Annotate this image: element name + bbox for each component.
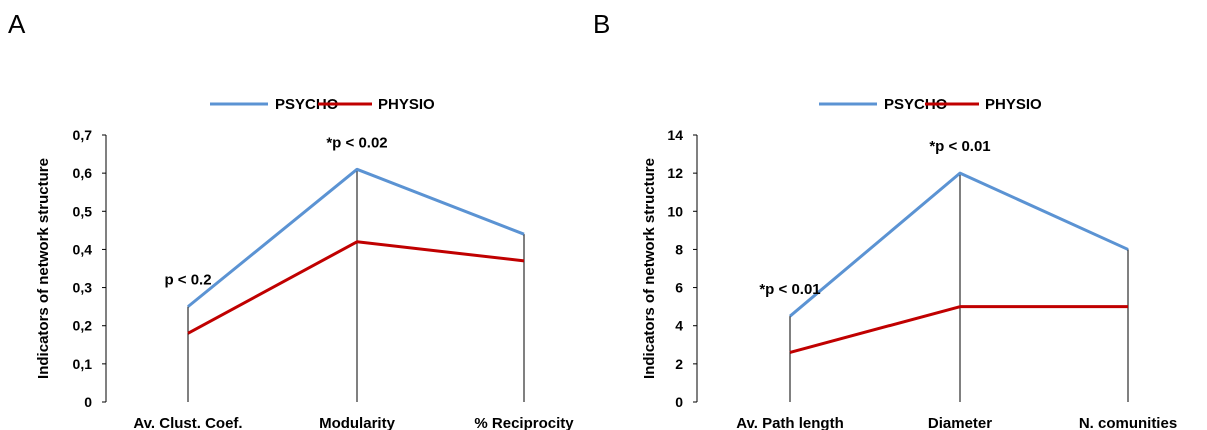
y-tick-label: 0 (84, 394, 92, 410)
chart-panel-b: B PSYCHO PHYSIO 0 2 4 6 8 10 12 14 Indicators of ne… (593, 0, 1207, 430)
y-tick-label: 2 (675, 356, 683, 372)
y-tick-label: 0,2 (73, 318, 93, 334)
panel-letter: B (593, 9, 610, 39)
legend-label-psycho: PSYCHO (884, 96, 948, 113)
significance-annotation: *p < 0.02 (326, 134, 387, 151)
legend-label-physio: PHYSIO (378, 96, 435, 113)
series-line-physio (789, 305, 1128, 354)
y-tick-label: 0,4 (73, 241, 93, 257)
legend-label-psycho: PSYCHO (275, 96, 339, 113)
y-tick-label: 12 (667, 165, 683, 181)
panel-letter: A (8, 9, 26, 39)
chart-svg: B PSYCHO PHYSIO 0 2 4 6 8 10 12 14 Indicators of ne… (593, 9, 1177, 430)
significance-annotation: p < 0.2 (164, 272, 211, 289)
y-tick-label: 10 (667, 203, 683, 219)
significance-annotation: *p < 0.01 (929, 138, 990, 155)
y-tick-label: 0,3 (73, 280, 93, 296)
y-tick-label: 0 (675, 394, 683, 410)
chart-panel-a: A PSYCHO PHYSIO 0 0,1 0,2 0,3 0,4 0,5 0,6 0,7 Indic… (0, 0, 603, 430)
y-tick-label: 0,7 (73, 127, 93, 143)
y-tick-label: 14 (667, 127, 683, 143)
y-tick-label: 6 (675, 280, 683, 296)
series-line-psycho (789, 171, 1129, 318)
y-axis-title: Indicators of network structure (35, 158, 52, 379)
y-axis-title: Indicators of network structure (641, 158, 658, 379)
category-label: % Reciprocity (474, 415, 574, 430)
category-label: Av. Clust. Coef. (133, 415, 242, 430)
significance-annotation: *p < 0.01 (759, 281, 820, 298)
series-line-psycho (187, 167, 525, 308)
category-label: Av. Path length (736, 415, 844, 430)
y-tick-label: 8 (675, 241, 683, 257)
chart-svg: A PSYCHO PHYSIO 0 0,1 0,2 0,3 0,4 0,5 0,6 0,7 Indic… (8, 9, 574, 430)
y-tick-label: 4 (675, 318, 683, 334)
y-tick-label: 0,1 (73, 356, 93, 372)
category-label: Modularity (319, 415, 395, 430)
category-label: N. comunities (1079, 415, 1177, 430)
y-tick-label: 0,6 (73, 165, 93, 181)
category-label: Diameter (928, 415, 992, 430)
series-line-physio (187, 240, 525, 335)
legend-label-physio: PHYSIO (985, 96, 1042, 113)
y-tick-label: 0,5 (73, 203, 93, 219)
